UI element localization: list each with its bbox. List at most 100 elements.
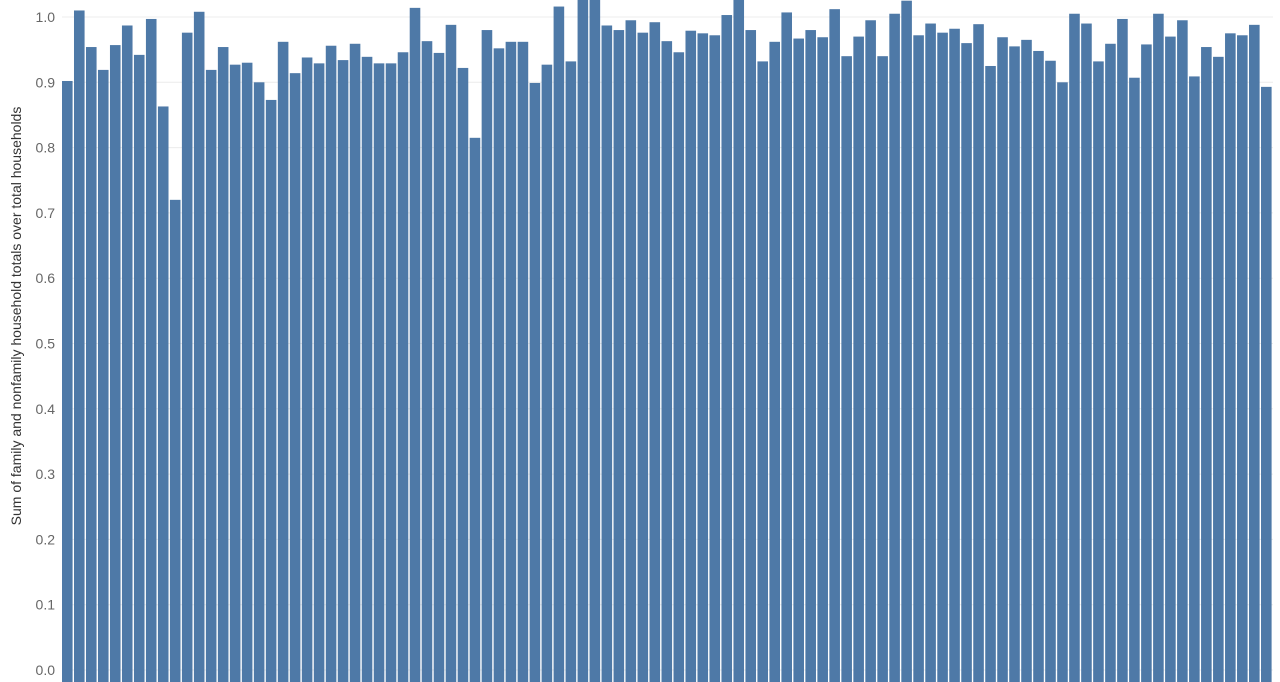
bar[interactable] <box>217 47 229 682</box>
bar[interactable] <box>649 22 661 682</box>
bar[interactable] <box>517 41 529 682</box>
bar[interactable] <box>1201 47 1212 682</box>
bar[interactable] <box>925 23 936 682</box>
bar[interactable] <box>601 25 613 682</box>
bar[interactable] <box>613 30 625 682</box>
bar[interactable] <box>445 24 457 682</box>
bar[interactable] <box>553 6 565 682</box>
bar[interactable] <box>685 30 697 682</box>
bar[interactable] <box>97 69 109 682</box>
bar[interactable] <box>781 12 792 682</box>
bar[interactable] <box>733 0 745 682</box>
bar[interactable] <box>1105 43 1116 682</box>
bar[interactable] <box>133 54 145 682</box>
bar[interactable] <box>169 199 181 682</box>
bar[interactable] <box>397 52 409 682</box>
bar[interactable] <box>109 45 121 682</box>
bar[interactable] <box>1069 13 1080 682</box>
bar[interactable] <box>913 35 924 682</box>
bar[interactable] <box>1213 56 1224 682</box>
bar[interactable] <box>229 64 241 682</box>
bar[interactable] <box>62 80 73 682</box>
bar[interactable] <box>325 45 337 682</box>
bar[interactable] <box>1057 82 1068 682</box>
bar[interactable] <box>85 47 97 682</box>
bar[interactable] <box>265 99 277 682</box>
bar[interactable] <box>73 10 85 682</box>
bar[interactable] <box>505 41 517 682</box>
bar[interactable] <box>1009 46 1020 682</box>
bar[interactable] <box>745 30 757 682</box>
bar[interactable] <box>625 20 637 682</box>
bar[interactable] <box>577 0 589 682</box>
bar[interactable] <box>877 56 888 682</box>
bar[interactable] <box>1225 33 1236 682</box>
bar[interactable] <box>1141 44 1152 682</box>
bar[interactable] <box>1177 20 1188 682</box>
bar[interactable] <box>253 82 265 682</box>
bar[interactable] <box>1261 86 1272 682</box>
bar[interactable] <box>433 52 445 682</box>
bar[interactable] <box>997 37 1008 682</box>
bar[interactable] <box>721 15 733 682</box>
bar[interactable] <box>349 43 361 682</box>
bar[interactable] <box>409 7 421 682</box>
bar[interactable] <box>361 56 373 682</box>
bar[interactable] <box>661 41 673 682</box>
bar[interactable] <box>769 41 781 682</box>
bar[interactable] <box>937 32 948 682</box>
bar[interactable] <box>421 41 433 682</box>
bar[interactable] <box>301 57 313 682</box>
bar[interactable] <box>481 30 493 682</box>
bar[interactable] <box>1189 76 1200 682</box>
bar[interactable] <box>961 43 972 682</box>
bar[interactable] <box>805 30 816 682</box>
bar[interactable] <box>1081 23 1092 682</box>
bar[interactable] <box>1045 60 1056 682</box>
bar[interactable] <box>697 33 709 682</box>
bar[interactable] <box>205 69 217 682</box>
bar[interactable] <box>1249 24 1260 682</box>
bar[interactable] <box>793 38 804 682</box>
bar[interactable] <box>541 64 553 682</box>
bar[interactable] <box>901 0 912 682</box>
bar[interactable] <box>373 63 385 682</box>
bar[interactable] <box>289 73 301 682</box>
bar[interactable] <box>493 48 505 682</box>
bar[interactable] <box>1093 61 1104 682</box>
bar[interactable] <box>589 0 601 682</box>
bar[interactable] <box>157 106 169 682</box>
bar[interactable] <box>673 52 685 682</box>
bar[interactable] <box>313 63 325 682</box>
bar[interactable] <box>181 32 193 682</box>
bar[interactable] <box>121 25 133 682</box>
bar[interactable] <box>973 24 984 682</box>
bar[interactable] <box>1021 39 1032 682</box>
bar[interactable] <box>1129 77 1140 682</box>
bar[interactable] <box>565 61 577 682</box>
bar[interactable] <box>817 37 828 682</box>
bar[interactable] <box>241 62 253 682</box>
bar[interactable] <box>841 56 852 682</box>
bar[interactable] <box>865 20 876 682</box>
bar[interactable] <box>889 13 900 682</box>
bar[interactable] <box>637 32 649 682</box>
bar[interactable] <box>985 65 996 682</box>
bar[interactable] <box>853 36 864 682</box>
bar[interactable] <box>457 67 469 682</box>
bar[interactable] <box>385 63 397 682</box>
bar[interactable] <box>1153 13 1164 682</box>
bar[interactable] <box>193 11 205 682</box>
bar[interactable] <box>1117 18 1128 682</box>
bar[interactable] <box>1033 50 1044 682</box>
bar[interactable] <box>469 137 481 682</box>
bar[interactable] <box>529 82 541 682</box>
bar[interactable] <box>757 61 769 682</box>
bar[interactable] <box>277 41 289 682</box>
bar[interactable] <box>337 60 349 682</box>
bar[interactable] <box>709 35 721 682</box>
bar[interactable] <box>145 18 157 682</box>
bar[interactable] <box>829 9 840 682</box>
bar[interactable] <box>1165 36 1176 682</box>
bar[interactable] <box>1237 35 1248 682</box>
